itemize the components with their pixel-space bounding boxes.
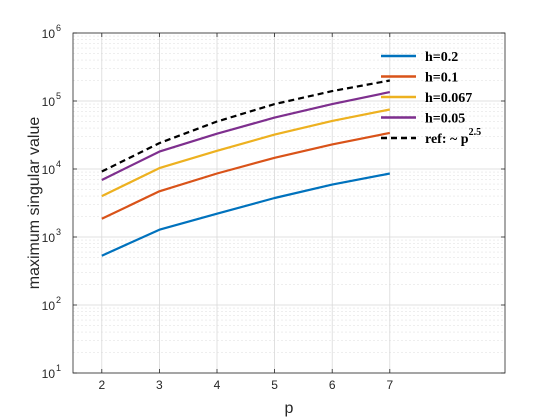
series-line-3 (101, 91, 391, 181)
x-tick-label: 6 (329, 378, 336, 392)
legend-label-4: ref: ~ p2.5 (425, 127, 481, 147)
legend-label-0: h=0.2 (425, 50, 458, 65)
legend-label-text: ref: ~ p (425, 132, 469, 147)
grid (73, 32, 505, 374)
y-tick-exponent: 6 (56, 23, 61, 33)
legend-label-3: h=0.05 (425, 112, 465, 127)
x-tick-label: 2 (98, 378, 105, 392)
y-tick-label: 10 (42, 231, 56, 245)
y-tick-base: 10 (42, 367, 56, 381)
y-tick-exponent: 1 (56, 363, 61, 373)
y-tick-base: 10 (42, 231, 56, 245)
y-axis-label: maximum singular value (26, 117, 43, 290)
x-axis-label: p (285, 400, 294, 417)
y-tick-base: 10 (42, 163, 56, 177)
y-tick-exponent: 3 (56, 227, 61, 237)
x-tick-label: 3 (156, 378, 163, 392)
x-tick-label: 5 (271, 378, 278, 392)
y-tick-exponent: 4 (56, 159, 61, 169)
y-tick-label: 10 (42, 163, 56, 177)
y-tick-label: 10 (42, 367, 56, 381)
y-tick-label: 10 (42, 95, 56, 109)
series-line-1 (101, 131, 391, 220)
legend-label-superscript: 2.5 (469, 127, 482, 138)
x-tick-label: 7 (386, 378, 393, 392)
legend-label-text: h=0.05 (425, 112, 465, 127)
legend-label-2: h=0.067 (425, 91, 472, 106)
x-tick-label: 4 (214, 378, 221, 392)
series-group (101, 79, 391, 257)
y-tick-label: 10 (42, 299, 56, 313)
series-line-0 (101, 172, 391, 257)
series-line-2 (101, 108, 391, 198)
y-tick-base: 10 (42, 299, 56, 313)
axes-box (72, 32, 506, 374)
legend-label-text: h=0.067 (425, 91, 472, 106)
y-tick-exponent: 5 (56, 91, 61, 101)
y-tick-label: 10 (42, 27, 56, 41)
plot-area (73, 33, 505, 373)
y-tick-base: 10 (42, 27, 56, 41)
legend-label-text: h=0.2 (425, 50, 458, 65)
y-tick-exponent: 2 (56, 295, 61, 305)
legend-label-1: h=0.1 (425, 71, 458, 86)
series-line-4 (101, 79, 390, 173)
y-tick-base: 10 (42, 95, 56, 109)
legend-label-text: h=0.1 (425, 71, 458, 86)
